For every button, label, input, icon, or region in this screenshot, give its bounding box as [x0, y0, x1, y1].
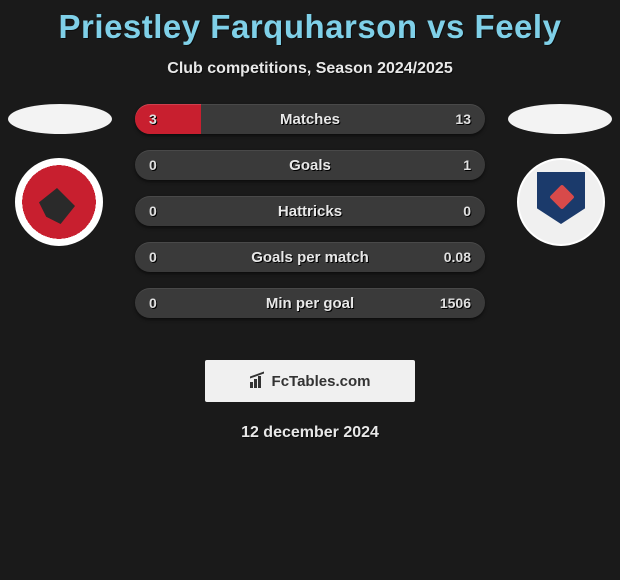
stat-row: 0 Min per goal 1506 — [135, 288, 485, 318]
stat-left-value: 0 — [149, 157, 157, 173]
club-crest-right — [517, 158, 605, 246]
player-photo-placeholder-left — [8, 104, 112, 134]
subtitle: Club competitions, Season 2024/2025 — [0, 60, 620, 78]
page-title: Priestley Farquharson vs Feely — [0, 8, 620, 46]
comparison-body: 3 Matches 13 0 Goals 1 0 Hattricks 0 0 G… — [0, 104, 620, 344]
stat-right-value: 0 — [463, 203, 471, 219]
club-crest-left — [15, 158, 103, 246]
stat-row: 3 Matches 13 — [135, 104, 485, 134]
player-photo-placeholder-right — [508, 104, 612, 134]
stat-left-value: 0 — [149, 203, 157, 219]
stat-left-value: 0 — [149, 295, 157, 311]
stat-row: 0 Goals per match 0.08 — [135, 242, 485, 272]
stat-right-value: 1506 — [440, 295, 471, 311]
stat-left-value: 0 — [149, 249, 157, 265]
comparison-card: Priestley Farquharson vs Feely Club comp… — [0, 0, 620, 442]
stat-right-value: 13 — [455, 111, 471, 127]
chart-icon — [250, 374, 268, 388]
stat-left-value: 3 — [149, 111, 157, 127]
stat-label: Goals — [289, 157, 331, 174]
stat-right-value: 1 — [463, 157, 471, 173]
stat-label: Matches — [280, 111, 340, 128]
branding-badge[interactable]: FcTables.com — [205, 360, 415, 402]
branding-text: FcTables.com — [272, 373, 371, 390]
stat-label: Min per goal — [266, 295, 354, 312]
stat-bars: 3 Matches 13 0 Goals 1 0 Hattricks 0 0 G… — [135, 104, 485, 334]
date-label: 12 december 2024 — [0, 424, 620, 442]
stat-row: 0 Goals 1 — [135, 150, 485, 180]
stat-label: Hattricks — [278, 203, 342, 220]
stat-right-value: 0.08 — [444, 249, 471, 265]
stat-fill — [135, 104, 201, 134]
stat-row: 0 Hattricks 0 — [135, 196, 485, 226]
stat-label: Goals per match — [251, 249, 369, 266]
